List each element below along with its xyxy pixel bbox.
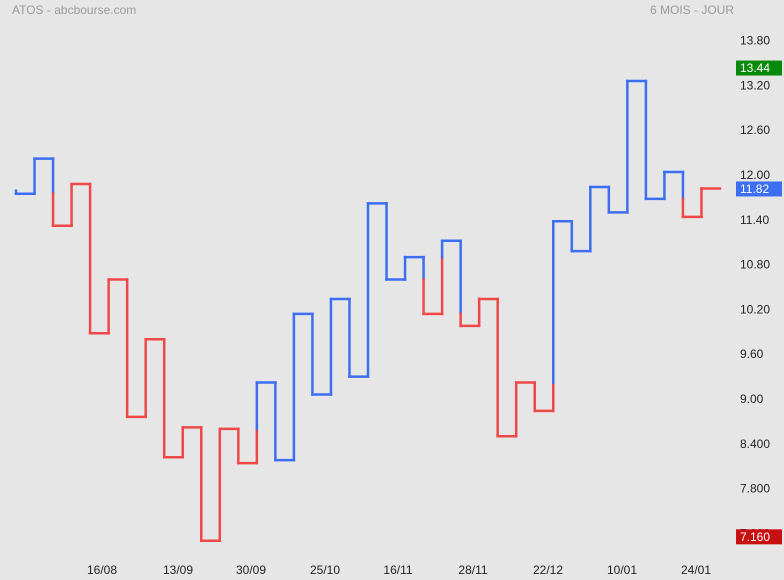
y-tick-label: 13.80 (740, 34, 770, 48)
x-tick-label: 24/01 (681, 563, 711, 577)
price-badges: 13.44 11.82 7.160 (736, 60, 782, 545)
x-tick-label: 13/09 (163, 563, 193, 577)
high-price-label: 13.44 (740, 61, 770, 75)
y-tick-label: 12.00 (740, 168, 770, 182)
x-tick-label: 16/08 (87, 563, 117, 577)
y-tick-label: 10.20 (740, 302, 770, 316)
low-price-badge (736, 529, 782, 545)
x-tick-label: 10/01 (607, 563, 637, 577)
x-tick-label: 28/11 (458, 563, 487, 577)
high-price-badge (736, 60, 782, 76)
y-tick-label: 9.60 (740, 347, 764, 361)
kagi-series (14, 79, 722, 543)
x-tick-label: 30/09 (236, 563, 266, 577)
y-axis: 13.80 13.20 12.60 12.00 11.40 10.80 10.20 9.60 9… (740, 34, 770, 541)
chart-title: ATOS - abcbourse.com (12, 3, 137, 17)
x-axis: 16/08 13/09 30/09 25/10 16/11 28/11 22/12 10/01… (87, 563, 711, 577)
last-price-label: 11.82 (740, 182, 769, 196)
period-label: 6 MOIS - JOUR (649, 3, 734, 17)
x-tick-label: 22/12 (533, 563, 563, 577)
y-tick-label: 11.40 (740, 213, 769, 227)
low-price-label: 7.160 (740, 530, 770, 544)
x-tick-label: 25/10 (310, 563, 340, 577)
y-tick-label: 12.60 (740, 123, 770, 137)
y-tick-label: 8.400 (740, 437, 770, 451)
y-tick-label: 10.80 (740, 258, 770, 272)
y-tick-label: 13.20 (740, 78, 770, 92)
x-tick-label: 16/11 (383, 563, 412, 577)
last-price-badge (736, 181, 782, 197)
y-tick-label: 7.800 (740, 482, 770, 496)
y-tick-label: 9.00 (740, 392, 764, 406)
